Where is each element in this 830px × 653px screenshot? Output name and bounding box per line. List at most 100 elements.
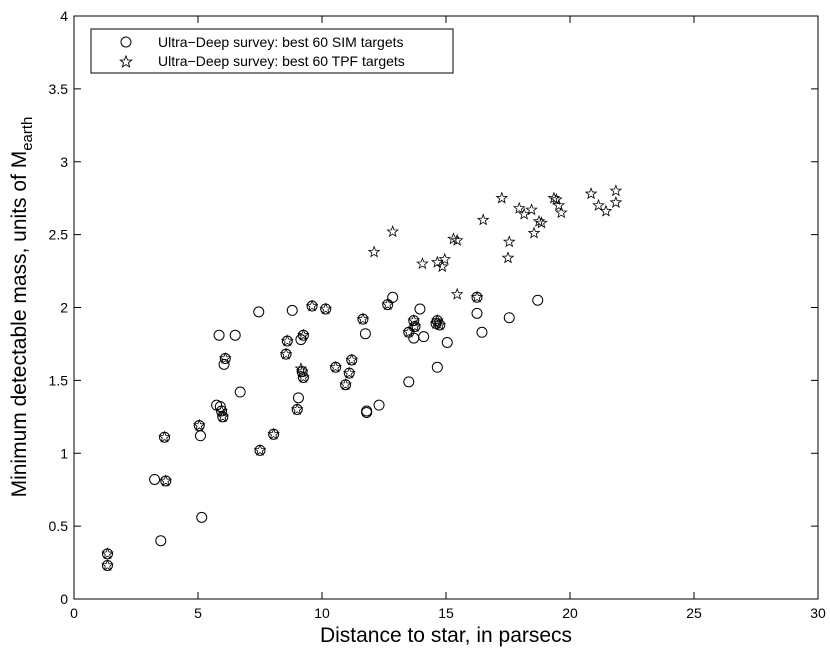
legend-label-sim: Ultra−Deep survey: best 60 SIM targets bbox=[158, 34, 404, 50]
tpf-data-point bbox=[216, 410, 230, 423]
sim-data-point bbox=[218, 358, 230, 370]
tpf-data-point bbox=[527, 226, 541, 239]
x-tick-label: 15 bbox=[438, 605, 454, 621]
sim-data-point bbox=[234, 386, 246, 398]
tpf-data-point bbox=[339, 378, 352, 391]
tpf-data-point bbox=[319, 302, 333, 315]
legend-star-marker bbox=[119, 54, 133, 68]
tpf-data-point bbox=[470, 290, 484, 303]
sim-data-point bbox=[414, 303, 426, 315]
tpf-data-point bbox=[609, 184, 623, 197]
sim-data-point bbox=[214, 401, 226, 413]
tpf-data-point bbox=[416, 257, 429, 270]
sim-data-point bbox=[387, 291, 399, 303]
tpf-data-point bbox=[408, 319, 422, 332]
sim-data-point bbox=[213, 329, 225, 341]
sim-data-point bbox=[532, 294, 544, 306]
sim-data-point bbox=[476, 326, 488, 338]
tpf-data-point bbox=[329, 360, 342, 373]
tpf-data-point bbox=[495, 191, 509, 204]
x-tick-label: 30 bbox=[810, 605, 826, 621]
tpf-data-point bbox=[290, 402, 304, 415]
sim-data-point bbox=[503, 312, 515, 324]
y-axis-label: Minimum detectable mass, units of Mearth bbox=[8, 117, 36, 498]
y-tick-label: 2.5 bbox=[49, 227, 69, 243]
y-tick-label: 3.5 bbox=[49, 81, 69, 97]
y-tick-label: 1 bbox=[60, 445, 68, 461]
sim-data-point bbox=[286, 304, 298, 316]
sim-data-point bbox=[361, 405, 373, 417]
tpf-data-point bbox=[535, 216, 548, 229]
plot-area bbox=[73, 15, 819, 600]
tpf-data-point bbox=[450, 233, 464, 246]
tpf-data-point bbox=[599, 204, 613, 217]
tpf-data-point bbox=[158, 430, 171, 443]
x-tick-label: 10 bbox=[314, 605, 330, 621]
tpf-data-point bbox=[501, 251, 515, 264]
tpf-data-point bbox=[267, 427, 280, 440]
legend-label-tpf: Ultra−Deep survey: best 60 TPF targets bbox=[158, 53, 405, 69]
sim-data-point bbox=[403, 376, 415, 388]
y-tick-label: 0.5 bbox=[49, 518, 69, 534]
tpf-data-point bbox=[101, 558, 114, 571]
sim-data-point bbox=[149, 473, 161, 485]
axis-ticks: 0 5 10 15 20 25 30 0 0.5 1 1.5 2 2.5 3 3.5 4 bbox=[49, 8, 826, 621]
sim-data-point bbox=[292, 392, 304, 404]
tpf-data-point bbox=[476, 213, 490, 226]
tpf-data-point bbox=[450, 287, 464, 300]
y-tick-label: 2 bbox=[60, 300, 68, 316]
tpf-data-point bbox=[356, 312, 370, 325]
tpf-data-point bbox=[192, 418, 206, 431]
sim-data-point bbox=[155, 535, 167, 547]
tpf-data-point bbox=[159, 474, 173, 487]
tpf-data-point bbox=[218, 351, 232, 364]
y-tick-label: 0 bbox=[60, 591, 68, 607]
tpf-data-point bbox=[584, 187, 598, 200]
sim-data-point bbox=[253, 306, 265, 318]
tpf-data-point bbox=[342, 366, 356, 379]
tpf-data-point bbox=[407, 313, 421, 326]
x-tick-label: 20 bbox=[562, 605, 578, 621]
tpf-data-point bbox=[279, 347, 293, 360]
legend-box bbox=[90, 28, 454, 74]
tpf-data-point bbox=[367, 245, 381, 258]
tpf-data-point bbox=[433, 318, 447, 331]
tpf-data-point bbox=[253, 443, 267, 456]
tpf-data-point bbox=[438, 252, 452, 265]
sim-data-point bbox=[418, 331, 430, 343]
sim-data-point bbox=[359, 328, 371, 340]
tpf-data-point bbox=[447, 232, 460, 245]
x-axis-label: Distance to star, in parsecs bbox=[320, 624, 572, 647]
y-tick-label: 1.5 bbox=[49, 372, 69, 388]
tpf-data-point bbox=[525, 203, 538, 216]
sim-data-point bbox=[194, 430, 206, 442]
tpf-data-point bbox=[552, 198, 566, 211]
sim-data-point bbox=[196, 511, 208, 523]
tpf-data-point bbox=[512, 201, 526, 214]
y-tick-label: 3 bbox=[60, 154, 68, 170]
tpf-data-point bbox=[381, 297, 395, 310]
tpf-data-point bbox=[280, 334, 294, 347]
tpf-data-point bbox=[101, 547, 114, 560]
legend: Ultra−Deep survey: best 60 SIM targets U… bbox=[90, 28, 454, 74]
x-tick-label: 5 bbox=[194, 605, 202, 621]
sim-data-point bbox=[431, 361, 443, 373]
data-points bbox=[101, 184, 623, 571]
tpf-data-point bbox=[435, 260, 449, 273]
y-tick-label: 4 bbox=[60, 8, 68, 24]
tpf-data-point bbox=[554, 206, 568, 219]
sim-data-point bbox=[229, 329, 241, 341]
tpf-data-point bbox=[297, 328, 310, 341]
tpf-data-point bbox=[305, 299, 319, 312]
tpf-data-point bbox=[609, 195, 623, 208]
x-tick-label: 25 bbox=[686, 605, 702, 621]
sim-data-point bbox=[441, 336, 453, 348]
sim-data-point bbox=[373, 399, 385, 411]
tpf-data-point bbox=[386, 225, 400, 238]
tpf-data-point bbox=[294, 362, 308, 375]
tpf-data-point bbox=[517, 207, 531, 220]
y-axis-label-subscript: earth bbox=[19, 117, 36, 151]
sim-data-point bbox=[471, 307, 483, 319]
tpf-data-point bbox=[297, 370, 310, 383]
